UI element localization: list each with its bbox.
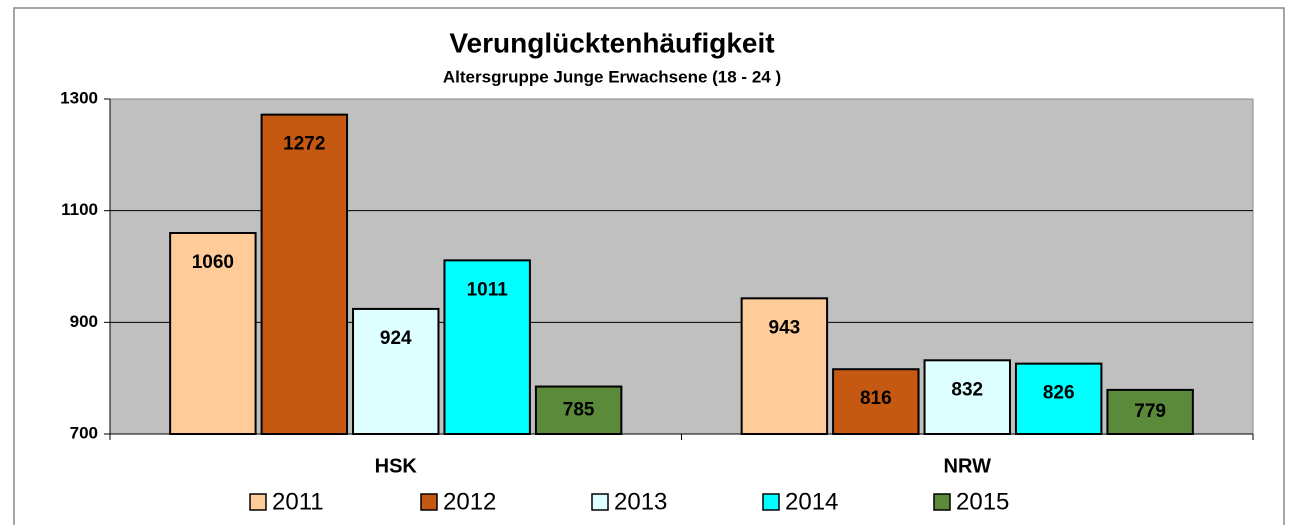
bar bbox=[169, 232, 257, 435]
data-label: 832 bbox=[951, 379, 983, 400]
legend-label: 2014 bbox=[785, 488, 838, 515]
data-label: 826 bbox=[1043, 383, 1075, 404]
chart-subtitle: Altersgruppe Junge Erwachsene (18 - 24 ) bbox=[443, 67, 781, 86]
bar bbox=[443, 259, 531, 435]
legend-swatch bbox=[762, 493, 780, 511]
x-tick-label: NRW bbox=[944, 455, 992, 477]
data-label: 943 bbox=[769, 317, 801, 338]
legend-label: 2011 bbox=[272, 488, 324, 515]
data-label: 779 bbox=[1134, 401, 1166, 422]
data-label: 1272 bbox=[283, 134, 325, 155]
legend-label: 2013 bbox=[614, 488, 667, 515]
chart-title: Verunglücktenhäufigkeit bbox=[449, 27, 774, 58]
bar bbox=[534, 385, 623, 435]
legend-swatch bbox=[249, 493, 267, 511]
legend-swatch bbox=[933, 493, 951, 511]
bar bbox=[1014, 362, 1103, 435]
bar bbox=[832, 368, 920, 436]
x-tick-label: HSK bbox=[375, 455, 418, 477]
data-label: 1011 bbox=[467, 279, 509, 300]
y-tick-label: 700 bbox=[70, 423, 98, 442]
y-tick-label: 1300 bbox=[60, 88, 98, 107]
legend-swatch bbox=[420, 493, 438, 511]
data-label: 924 bbox=[380, 328, 412, 349]
data-label: 816 bbox=[860, 388, 892, 409]
legend-swatch bbox=[591, 493, 609, 511]
y-tick-label: 1100 bbox=[61, 200, 98, 219]
bar bbox=[923, 359, 1011, 435]
data-label: 1060 bbox=[192, 252, 234, 273]
y-tick-label: 900 bbox=[70, 312, 98, 331]
data-label: 785 bbox=[563, 399, 595, 420]
legend-label: 2012 bbox=[443, 488, 496, 515]
legend-label: 2015 bbox=[956, 488, 1009, 515]
bar bbox=[260, 113, 349, 435]
bar bbox=[1106, 388, 1194, 435]
bar bbox=[740, 297, 829, 436]
bar bbox=[352, 307, 440, 435]
